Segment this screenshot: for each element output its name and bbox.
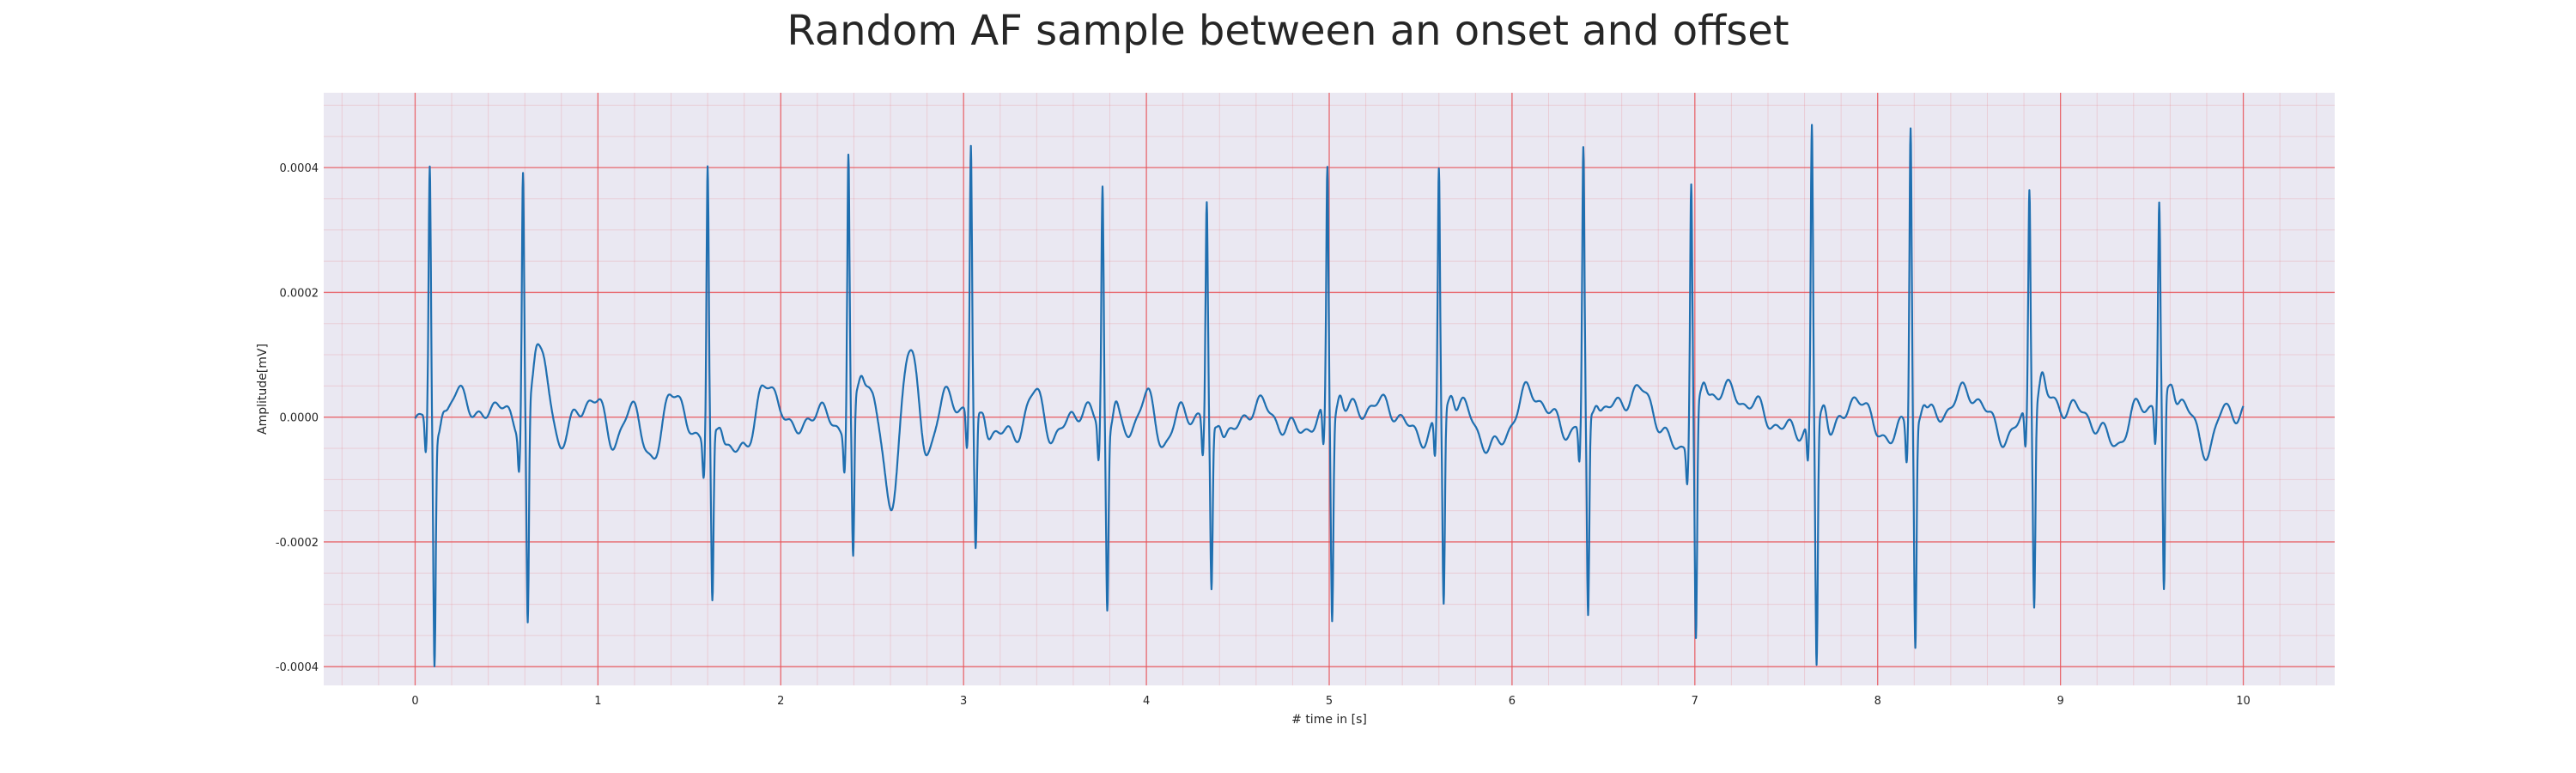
ecg-series-line (414, 124, 2245, 667)
x-tick-label: 4 (1143, 695, 1150, 708)
x-tick-label: 9 (2057, 695, 2063, 708)
y-tick-label: 0.0000 (280, 412, 319, 425)
y-tick-label: 0.0002 (280, 287, 319, 300)
x-tick-label: 5 (1326, 695, 1333, 708)
x-tick-labels: 0 1 2 3 4 5 6 7 8 9 10 (411, 695, 2251, 708)
x-tick-label: 7 (1692, 695, 1698, 708)
series-layer (414, 124, 2245, 667)
y-tick-labels: -0.0004 -0.0002 0.0000 0.0002 0.0004 (276, 162, 319, 674)
y-axis-label: Amplitude[mV] (256, 344, 270, 435)
chart-title: Random AF sample between an onset and of… (787, 7, 1789, 55)
x-tick-label: 0 (411, 695, 418, 708)
x-tick-label: 6 (1509, 695, 1516, 708)
y-tick-label: 0.0004 (280, 162, 319, 175)
x-tick-label: 1 (594, 695, 601, 708)
y-tick-label: -0.0002 (276, 537, 319, 550)
x-tick-label: 3 (960, 695, 967, 708)
x-tick-label: 10 (2236, 695, 2251, 708)
x-tick-label: 8 (1874, 695, 1881, 708)
x-tick-label: 2 (777, 695, 784, 708)
y-tick-label: -0.0004 (276, 661, 319, 674)
x-axis-label: # time in [s] (1291, 713, 1367, 727)
